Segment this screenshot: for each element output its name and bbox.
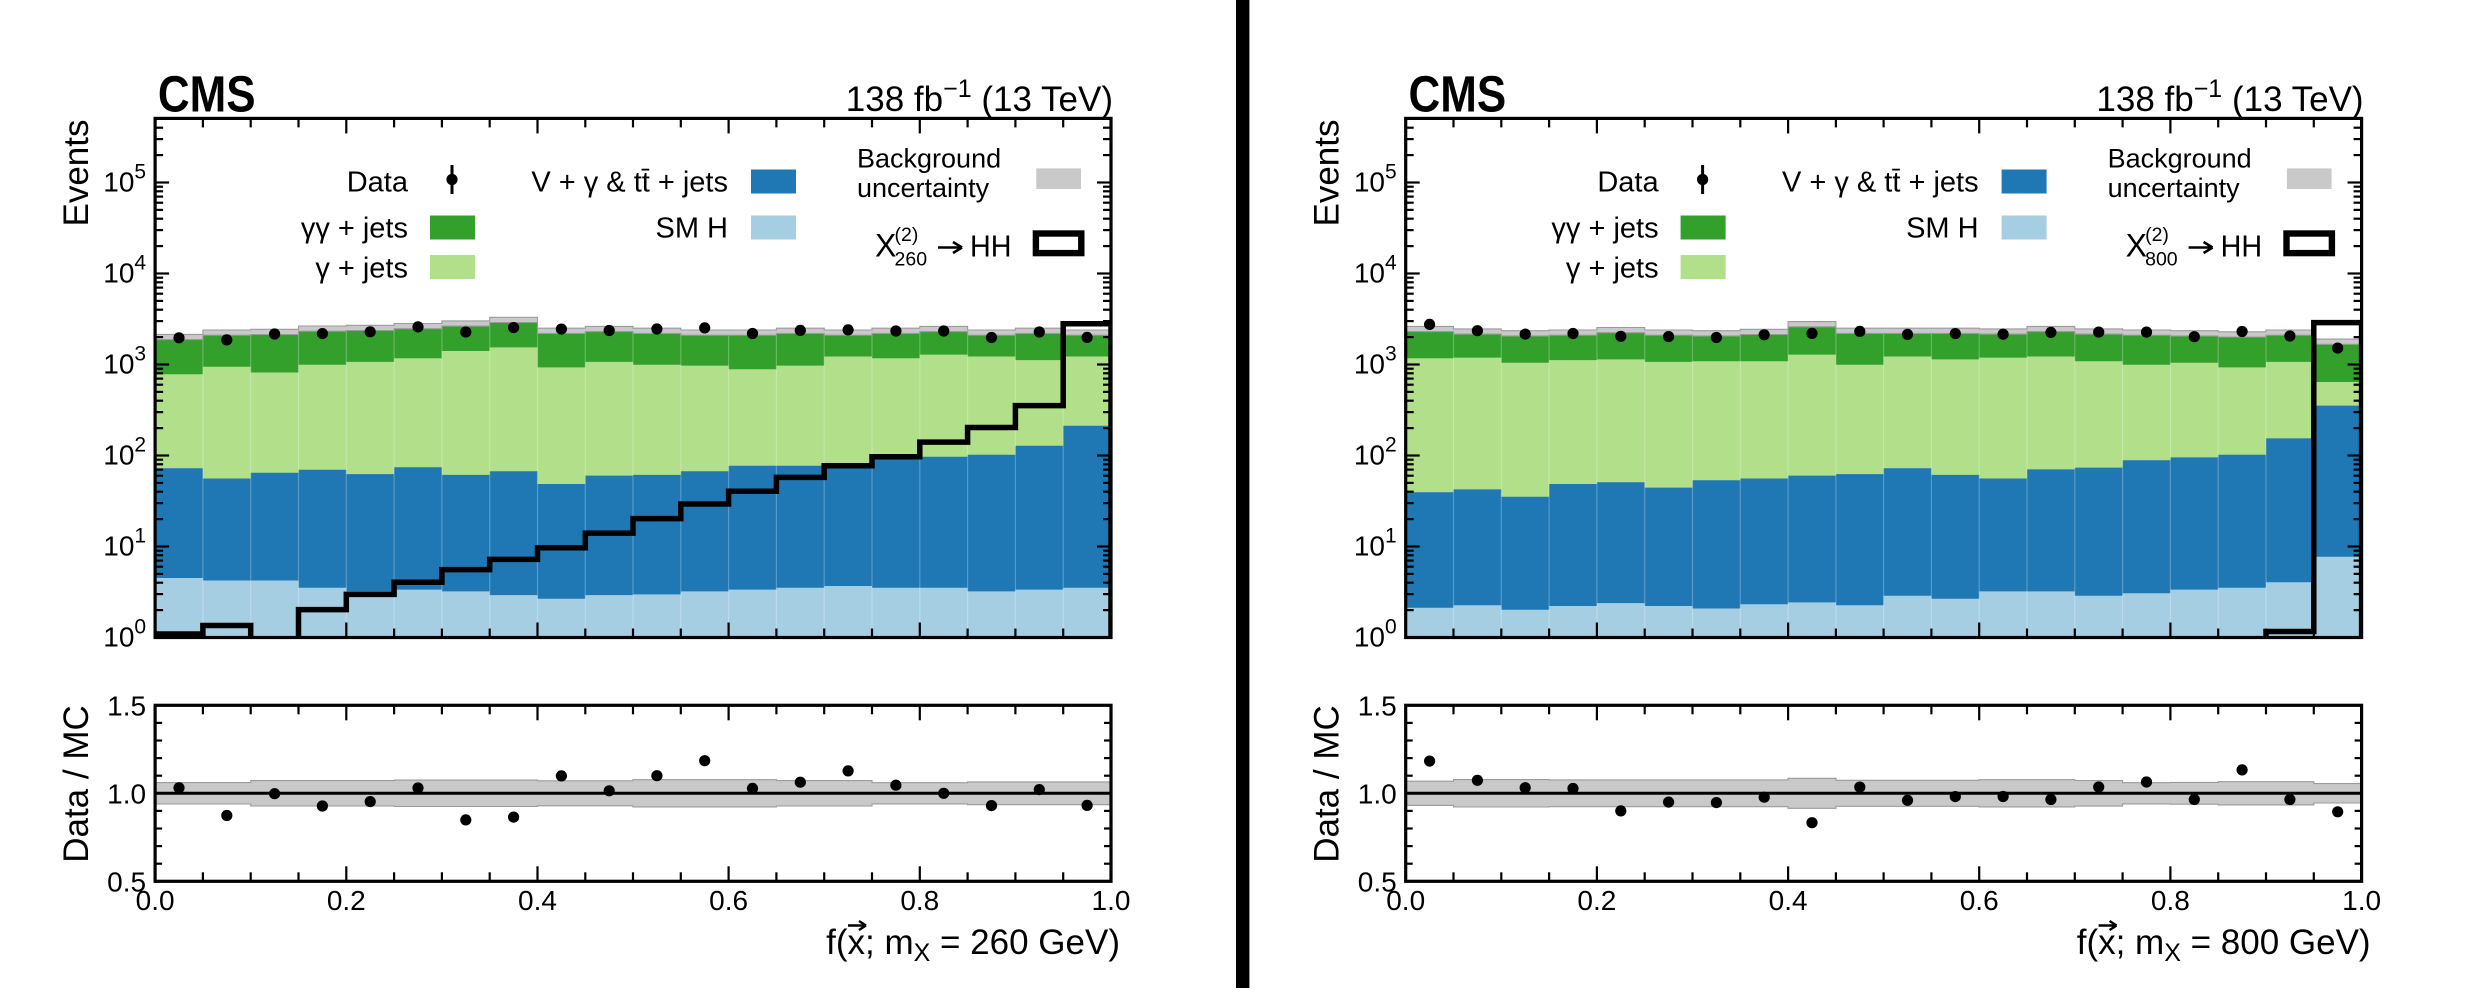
svg-text:Background: Background — [857, 144, 1001, 174]
svg-text:f(x; mX = 800 GeV): f(x; mX = 800 GeV) — [2077, 923, 2371, 967]
svg-text:0.5: 0.5 — [107, 866, 146, 897]
svg-text:X: X — [2126, 228, 2147, 264]
svg-text:1.5: 1.5 — [107, 690, 146, 721]
svg-text:0.6: 0.6 — [709, 885, 748, 916]
svg-text:uncertainty: uncertainty — [857, 173, 990, 203]
svg-text:V + γ & tt̄ + jets: V + γ & tt̄ + jets — [531, 167, 728, 199]
svg-text:0.4: 0.4 — [518, 885, 557, 916]
svg-text:HH: HH — [2221, 229, 2263, 264]
svg-text:1.0: 1.0 — [2342, 885, 2381, 916]
svg-text:γ + jets: γ + jets — [1566, 252, 1659, 284]
svg-text:800: 800 — [2145, 249, 2178, 271]
svg-text:0.2: 0.2 — [1577, 885, 1616, 916]
svg-text:0.0: 0.0 — [1386, 885, 1425, 916]
svg-text:γγ + jets: γγ + jets — [1551, 213, 1658, 245]
svg-text:(2): (2) — [2145, 224, 2169, 246]
svg-text:SM H: SM H — [656, 213, 729, 245]
svg-text:γγ + jets: γγ + jets — [301, 213, 408, 245]
svg-text:V + γ & tt̄ + jets: V + γ & tt̄ + jets — [1782, 167, 1979, 199]
svg-text:1.0: 1.0 — [107, 778, 146, 809]
svg-text:0.5: 0.5 — [1358, 866, 1397, 897]
svg-text:(2): (2) — [895, 224, 919, 246]
svg-text:CMS: CMS — [1409, 65, 1507, 122]
svg-text:Background: Background — [2108, 144, 2252, 174]
svg-text:uncertainty: uncertainty — [2108, 173, 2241, 203]
svg-text:Data: Data — [1597, 167, 1659, 199]
svg-text:1.0: 1.0 — [1092, 885, 1131, 916]
svg-text:1.0: 1.0 — [1358, 778, 1397, 809]
svg-text:103: 103 — [1354, 343, 1397, 380]
svg-text:X: X — [875, 228, 896, 264]
svg-text:0.4: 0.4 — [1769, 885, 1808, 916]
svg-text:Data / MC: Data / MC — [57, 705, 96, 863]
svg-text:0.8: 0.8 — [900, 885, 939, 916]
svg-text:Data: Data — [347, 167, 409, 199]
svg-text:0.0: 0.0 — [136, 885, 175, 916]
svg-text:0.8: 0.8 — [2151, 885, 2190, 916]
svg-text:γ + jets: γ + jets — [315, 252, 408, 284]
svg-text:138 fb−1 (13 TeV): 138 fb−1 (13 TeV) — [2096, 75, 2363, 119]
svg-text:SM H: SM H — [1906, 213, 1979, 245]
svg-text:260: 260 — [895, 249, 928, 271]
svg-text:CMS: CMS — [158, 65, 256, 122]
svg-text:f(x; mX = 260 GeV): f(x; mX = 260 GeV) — [826, 923, 1120, 967]
svg-text:100: 100 — [1354, 616, 1397, 653]
svg-text:HH: HH — [970, 229, 1012, 264]
svg-text:138 fb−1 (13 TeV): 138 fb−1 (13 TeV) — [846, 75, 1113, 119]
svg-text:0.2: 0.2 — [327, 885, 366, 916]
svg-text:Data / MC: Data / MC — [1308, 705, 1347, 863]
svg-text:0.6: 0.6 — [1960, 885, 1999, 916]
svg-text:Events: Events — [1308, 120, 1347, 227]
svg-text:1.5: 1.5 — [1358, 690, 1397, 721]
svg-text:103: 103 — [103, 343, 146, 380]
svg-text:Events: Events — [57, 120, 96, 227]
